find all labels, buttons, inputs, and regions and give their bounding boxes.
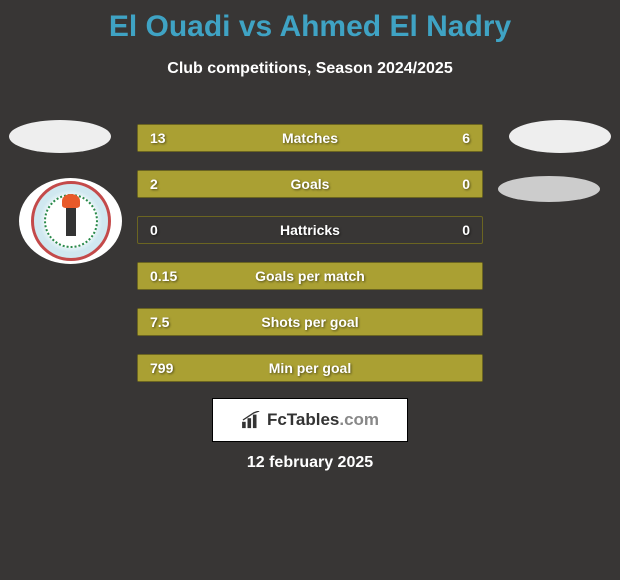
stat-row: 20Goals xyxy=(137,170,483,198)
branding-main: FcTables xyxy=(267,410,339,429)
player-left-badge-1 xyxy=(9,120,111,153)
club-logo-icon xyxy=(31,181,111,261)
stat-row: 0.15Goals per match xyxy=(137,262,483,290)
stat-label: Goals xyxy=(138,176,482,192)
branding-suffix: .com xyxy=(339,410,379,429)
page-title: El Ouadi vs Ahmed El Nadry xyxy=(0,0,620,44)
player-right-badge-1 xyxy=(509,120,611,153)
stat-label: Hattricks xyxy=(138,222,482,238)
stat-label: Goals per match xyxy=(138,268,482,284)
branding-box: FcTables.com xyxy=(212,398,408,442)
player-left-club-logo xyxy=(19,178,122,264)
stat-label: Min per goal xyxy=(138,360,482,376)
stat-label: Shots per goal xyxy=(138,314,482,330)
player-right-badge-2 xyxy=(498,176,600,202)
footer-date: 12 february 2025 xyxy=(0,454,620,472)
stat-row: 7.5Shots per goal xyxy=(137,308,483,336)
stats-panel: 136Matches 20Goals 00Hattricks 0.15Goals pe… xyxy=(137,124,483,400)
stat-row: 799Min per goal xyxy=(137,354,483,382)
stat-label: Matches xyxy=(138,130,482,146)
branding-text: FcTables.com xyxy=(267,410,379,430)
page-subtitle: Club competitions, Season 2024/2025 xyxy=(0,60,620,78)
stat-row: 136Matches xyxy=(137,124,483,152)
chart-icon xyxy=(241,411,263,429)
stat-row: 00Hattricks xyxy=(137,216,483,244)
torch-icon xyxy=(66,206,76,236)
